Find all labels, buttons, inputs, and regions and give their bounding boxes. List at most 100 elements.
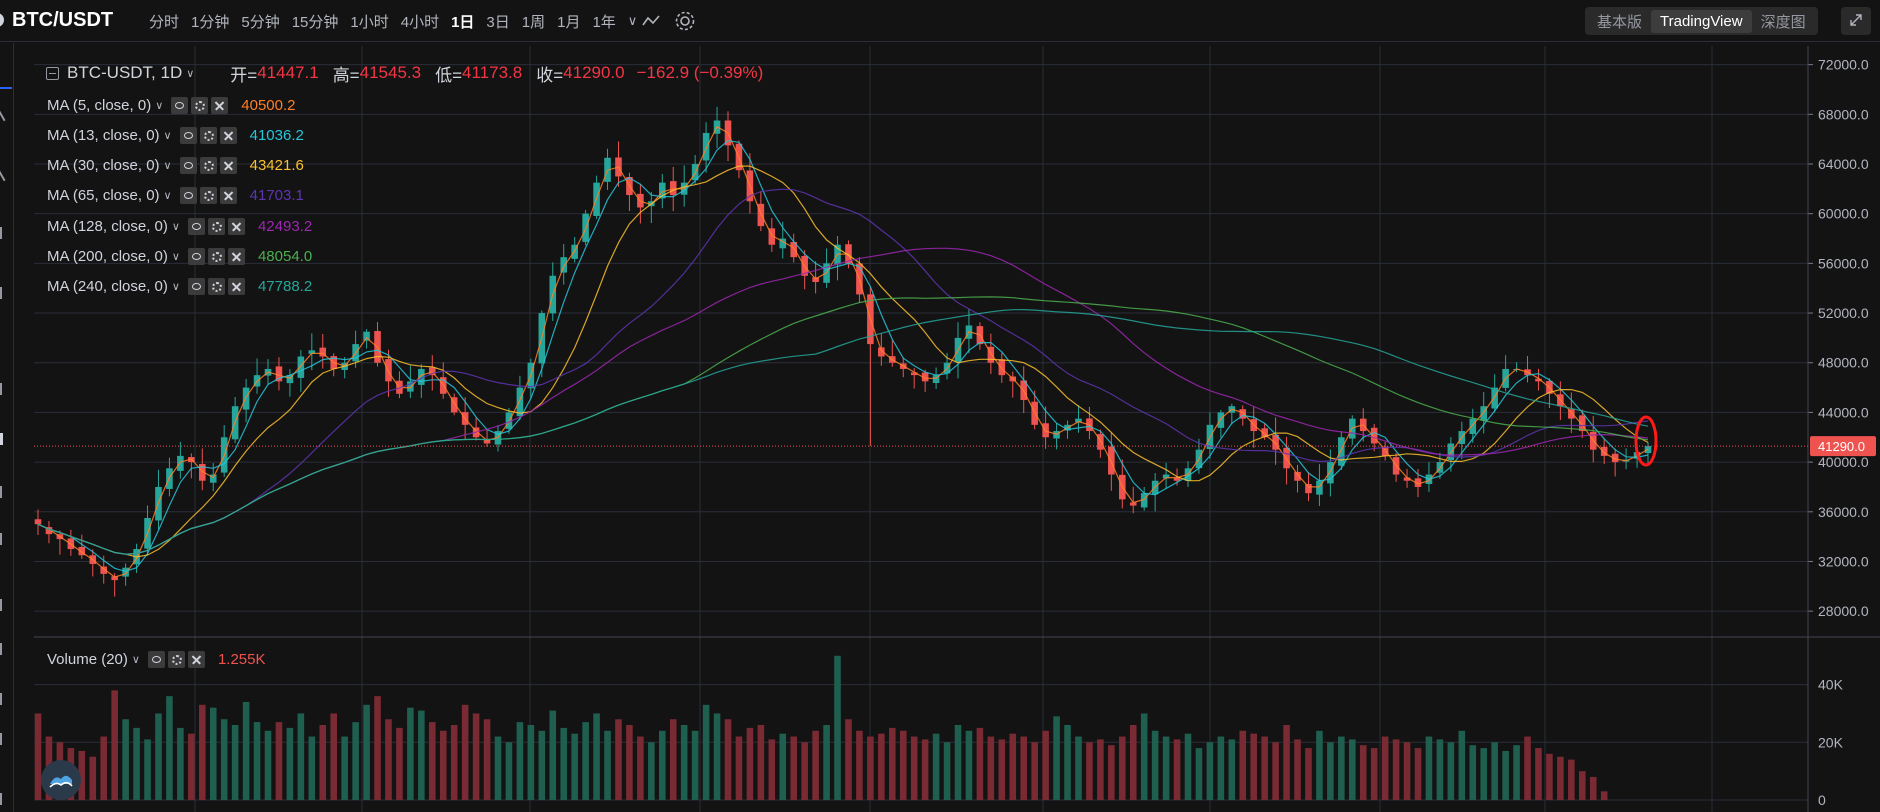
volume-bar [910,736,918,800]
gear-icon[interactable] [207,248,225,265]
eye-icon[interactable] [147,650,165,668]
gear-icon[interactable] [207,278,225,296]
indicator-label[interactable]: MA (5, close, 0) [47,96,152,114]
close-icon[interactable] [227,217,245,235]
close-icon[interactable] [227,248,245,265]
eye-icon[interactable] [179,187,197,205]
pattern-tool-icon[interactable] [0,383,12,395]
chevron-down-icon[interactable]: ∨ [171,251,180,263]
interval-2[interactable]: 5分钟 [241,13,280,31]
brush-tool-icon[interactable] [0,433,12,445]
pair-title[interactable]: BTC/USDT [12,9,114,31]
indicator-label[interactable]: MA (200, close, 0) [47,248,168,265]
chevron-down-icon[interactable]: ∨ [163,129,172,142]
close-icon[interactable] [211,96,229,114]
candle-body [812,277,819,282]
candle-body [560,257,567,273]
gear-icon[interactable] [191,96,209,114]
eye-icon[interactable] [0,693,12,705]
ray-tool-icon[interactable] [0,164,15,182]
volume-bar [680,725,688,800]
volume-bar [1338,736,1345,800]
close-icon[interactable] [219,157,237,175]
gear-icon[interactable] [199,126,217,144]
volume-bar [133,727,140,800]
candle-body [1261,428,1268,438]
eye-icon[interactable] [187,217,205,235]
interval-6[interactable]: 1日 [451,13,475,31]
chevron-down-icon[interactable]: ∨ [131,653,140,666]
chevron-down-icon[interactable]: ∨ [627,13,638,28]
menu-handle-icon[interactable] [0,13,4,27]
legend-collapse-icon[interactable] [46,66,59,80]
candle-body [669,181,677,196]
price-tick-label: 48000.0 [1818,355,1869,371]
view-tab-1[interactable]: TradingView [1651,9,1752,33]
indicator-label[interactable]: MA (13, close, 0) [47,126,160,144]
close-icon[interactable] [219,126,237,144]
tag-icon[interactable] [0,486,12,498]
pitchfork-icon[interactable] [0,227,12,239]
interval-7[interactable]: 3日 [486,13,510,31]
magnet-icon[interactable] [0,599,12,611]
candle-body [1162,474,1170,479]
indicator-label[interactable]: MA (240, close, 0) [47,278,168,296]
chevron-down-icon[interactable]: ∨ [171,220,180,233]
candle-body [1600,446,1608,456]
interval-4[interactable]: 1小时 [350,13,389,31]
interval-1[interactable]: 1分钟 [191,13,230,31]
eye-icon[interactable] [187,278,205,296]
volume-bar [1535,748,1542,800]
candle-body [702,132,710,161]
chevron-down-icon[interactable]: ∨ [186,67,195,80]
interval-3[interactable]: 15分钟 [291,13,339,31]
zoom-icon[interactable] [0,533,12,545]
gear-icon[interactable] [207,217,225,235]
eye-icon[interactable] [179,126,197,144]
volume-bar [407,707,414,800]
indicator-label[interactable]: MA (128, close, 0) [47,217,168,235]
interval-9[interactable]: 1月 [557,13,581,31]
view-tab-2[interactable]: 深度图 [1760,13,1806,31]
last-price-badge [1810,436,1876,457]
gear-icon[interactable] [199,157,217,175]
eye-icon[interactable] [179,157,197,175]
interval-10[interactable]: 1年 [592,13,616,31]
gear-icon[interactable] [199,187,217,205]
close-icon[interactable] [227,278,245,296]
close-icon[interactable] [187,650,205,668]
volume-bar [1173,739,1181,800]
view-tab-0[interactable]: 基本版 [1597,13,1643,31]
interval-8[interactable]: 1周 [521,13,546,31]
chevron-down-icon[interactable]: ∨ [163,190,172,203]
gear-icon[interactable] [167,650,185,668]
cursor-tool-icon[interactable] [0,77,12,89]
chart-type-icon[interactable] [639,9,663,33]
volume-bar [1568,759,1575,800]
collapse-icon[interactable] [0,793,12,805]
volume-bar [702,704,710,800]
eye-icon[interactable] [187,248,205,265]
volume-label[interactable]: Volume (20) [47,650,128,668]
volume-bar [1239,730,1247,800]
chevron-down-icon[interactable]: ∨ [163,160,172,173]
volume-bar [987,736,995,800]
symbol-label[interactable]: BTC-USDT, 1D [67,63,183,82]
lock-icon[interactable] [0,643,12,655]
trend-line-icon[interactable] [0,104,15,122]
close-icon[interactable] [219,187,237,205]
fib-tool-icon[interactable] [0,287,12,299]
indicator-label[interactable]: MA (30, close, 0) [47,157,160,175]
chevron-down-icon[interactable]: ∨ [171,281,180,294]
trash-icon[interactable] [0,733,12,745]
interval-5[interactable]: 4小时 [400,13,440,31]
volume-bar [615,719,622,800]
fullscreen-button[interactable] [1841,7,1871,35]
interval-0[interactable]: 分时 [149,13,180,31]
gear-icon[interactable] [673,9,697,33]
indicator-label[interactable]: MA (65, close, 0) [47,187,160,205]
eye-icon[interactable] [171,96,189,114]
chevron-down-icon[interactable]: ∨ [155,99,164,112]
volume-bar [341,736,348,800]
